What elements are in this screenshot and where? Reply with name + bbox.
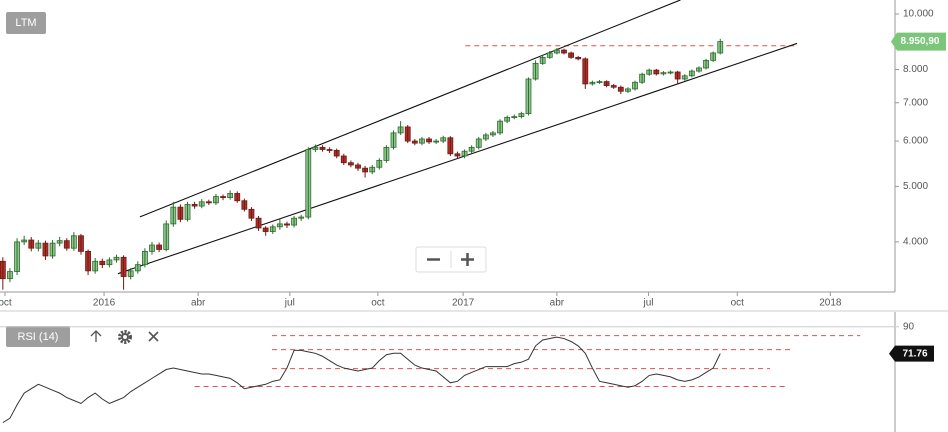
rsi-value-tag <box>889 345 934 362</box>
x-tick-label: jul <box>284 298 295 309</box>
last-price-tag <box>891 32 946 51</box>
rsi-line <box>2 336 721 424</box>
y-tick-label: 5.000 <box>903 181 928 192</box>
y-tick-label: 8.000 <box>903 64 928 75</box>
plot <box>0 0 798 280</box>
y-tick-label: 7.000 <box>903 97 928 108</box>
x-tick-label: abr <box>550 298 565 309</box>
x-tick-label: oct <box>0 298 12 309</box>
x-tick-label: 2017 <box>452 298 475 309</box>
last-price-label: 8.950,90 <box>901 36 940 47</box>
x-tick-label: 2016 <box>93 298 116 309</box>
y-tick-label: 90 <box>903 321 915 332</box>
move-up-icon[interactable] <box>90 330 102 342</box>
zoom-control <box>415 246 487 273</box>
close-icon[interactable] <box>148 331 159 342</box>
x-tick-label: oct <box>731 298 745 309</box>
x-tick-label: 2018 <box>819 298 842 309</box>
x-tick-label: abr <box>191 298 206 309</box>
chart-title: LTM <box>15 17 36 29</box>
trend-line <box>139 0 681 218</box>
y-tick-label: 10.000 <box>903 9 934 20</box>
trend-line <box>117 42 798 275</box>
x-tick-label: oct <box>371 298 385 309</box>
y-tick-label: 4.000 <box>903 237 928 248</box>
rsi-title-box <box>6 326 70 347</box>
rsi-title: RSI (14) <box>18 331 59 343</box>
title-box <box>6 12 46 34</box>
y-tick-label: 6.000 <box>903 136 928 147</box>
x-tick-label: jul <box>643 298 654 309</box>
zoom-in-button[interactable] <box>461 253 474 266</box>
settings-icon[interactable] <box>118 330 132 344</box>
rsi-value-label: 71.76 <box>902 348 927 359</box>
